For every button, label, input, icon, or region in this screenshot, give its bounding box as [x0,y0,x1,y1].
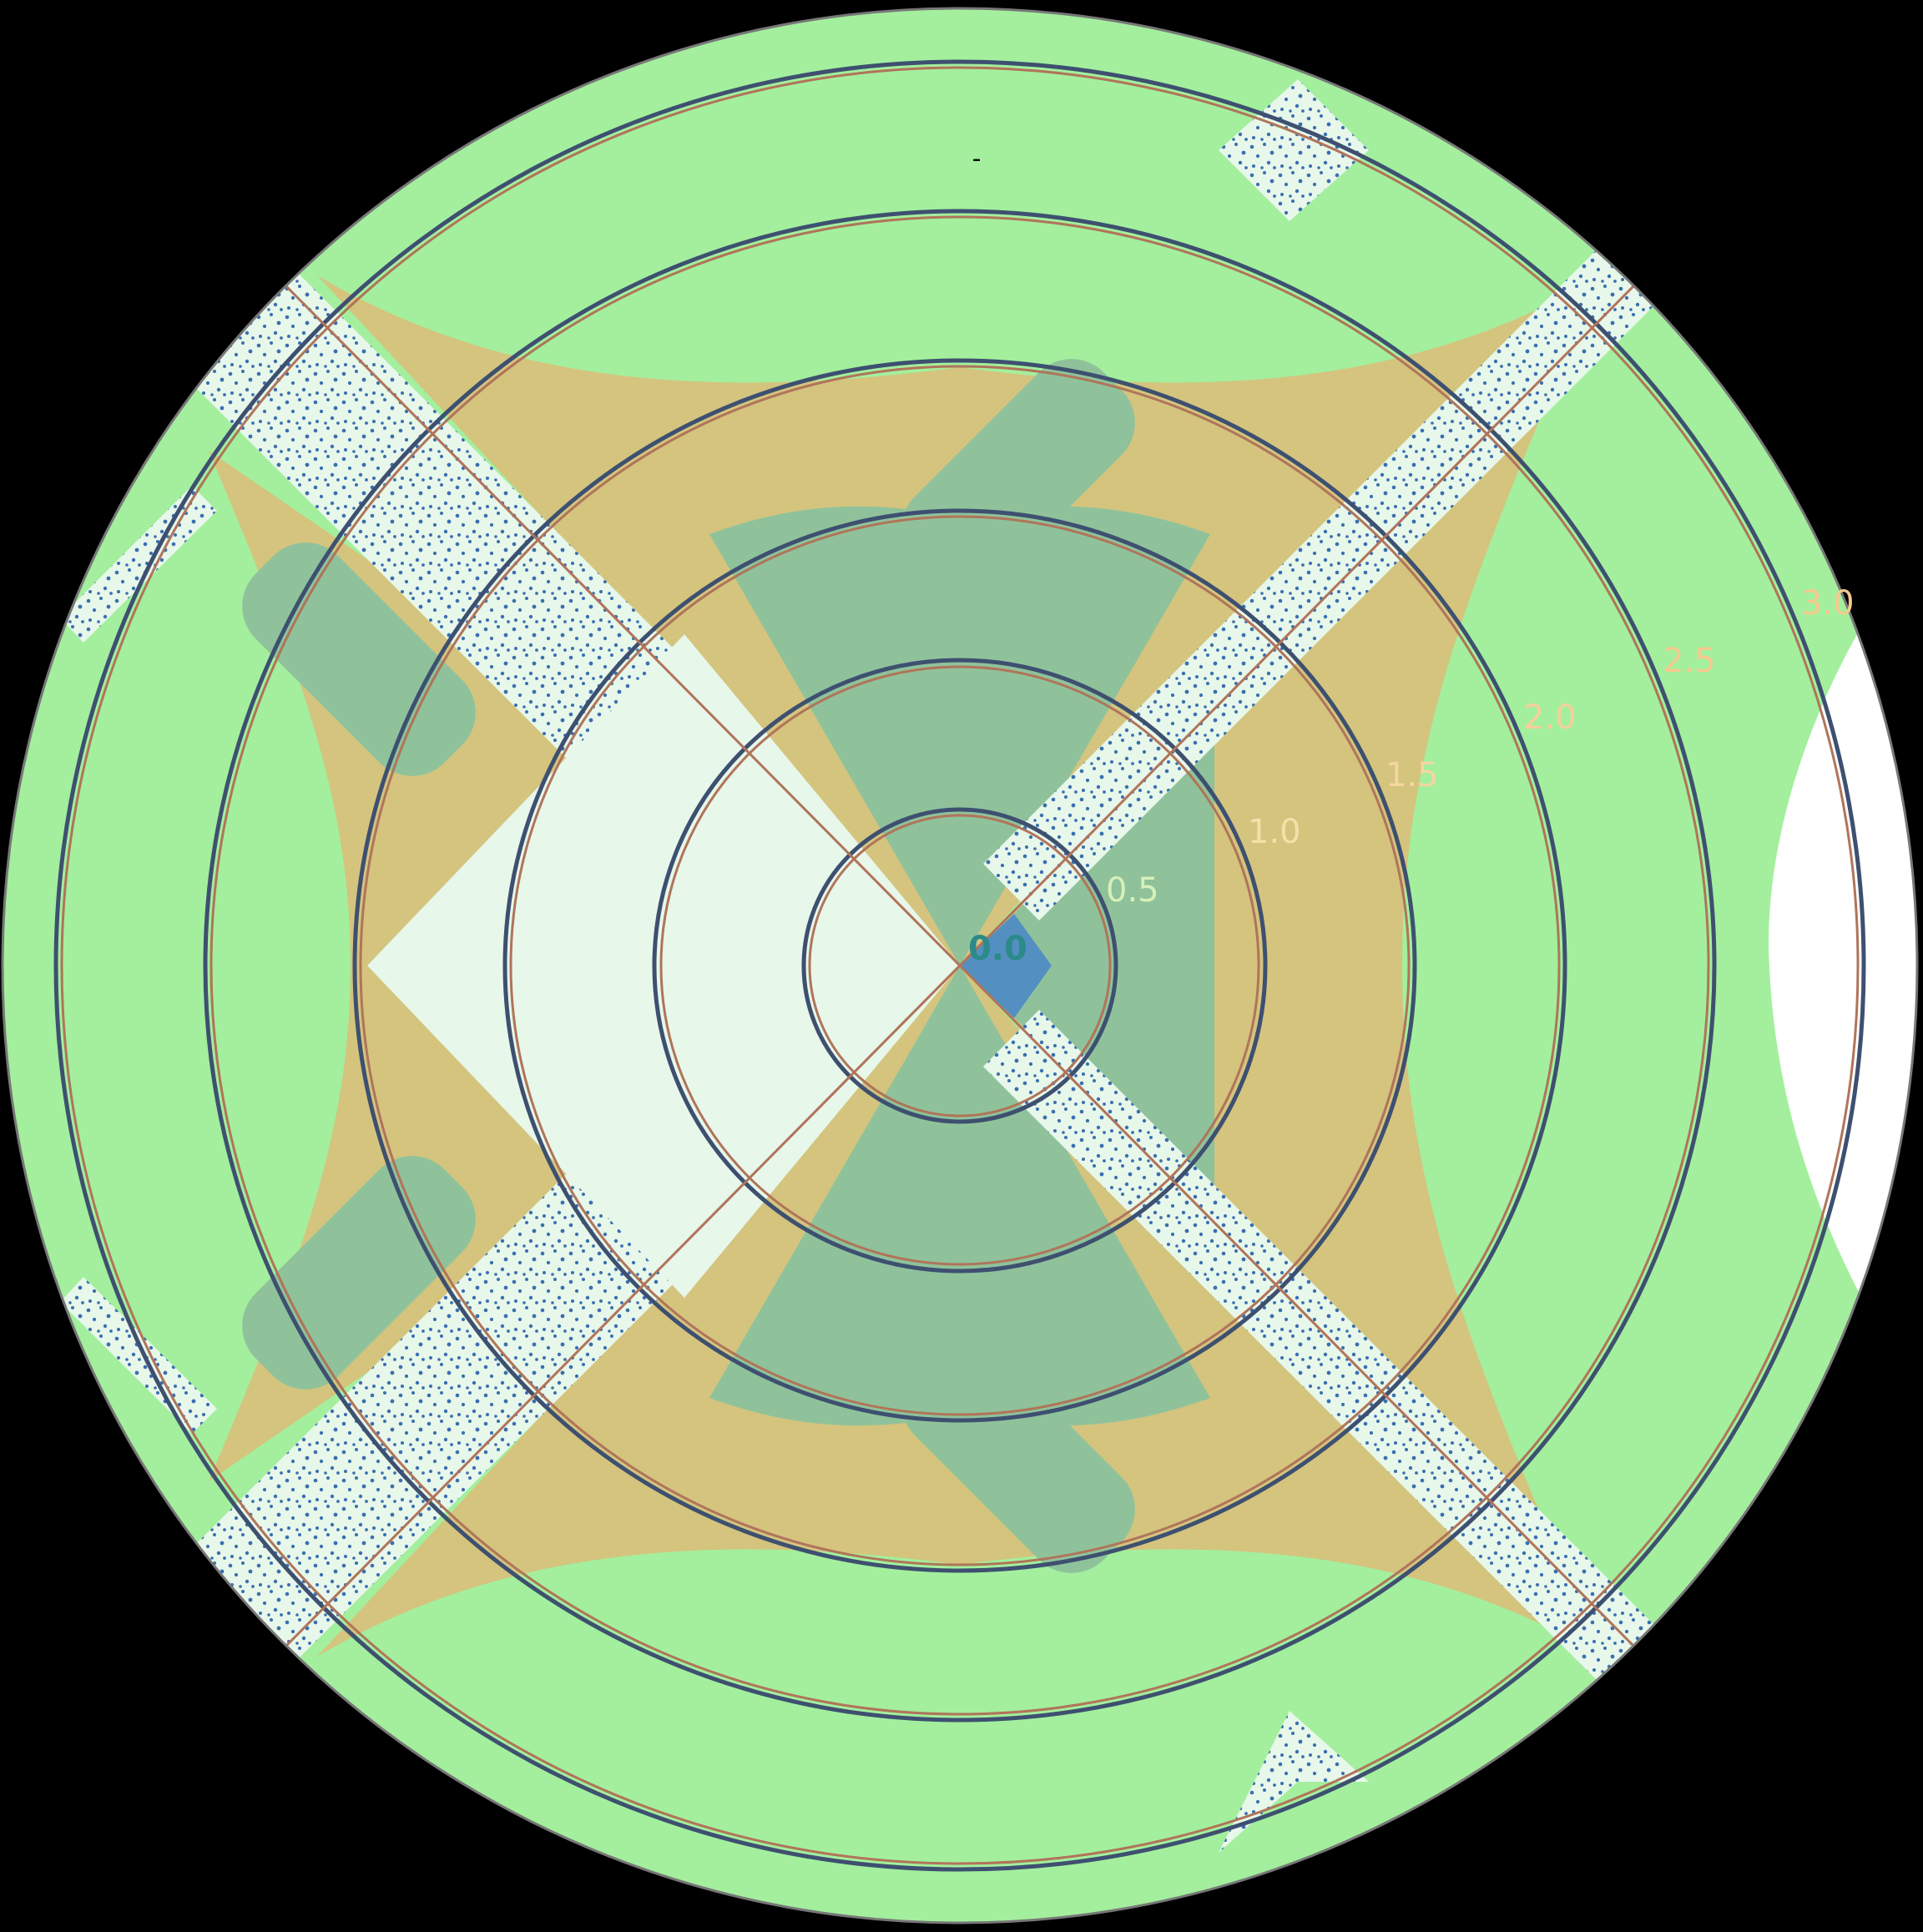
plot-title: - [972,144,982,174]
radial-label-2: 1.0 [1248,813,1301,851]
right-white-gap [1769,534,1917,1402]
radial-label-1: 0.5 [1106,871,1159,910]
central-diamond [367,634,960,1298]
radial-label-4: 2.0 [1523,699,1577,737]
brown-diagonals [282,282,1638,1650]
central-diamond-right [960,914,1052,1018]
disc-border [1,7,1919,1924]
radial-label-0: 0.0 [968,930,1027,968]
radial-labels: 0.0 0.5 1.0 1.5 2.0 2.5 3.0 [968,584,1855,968]
dark-rings [53,59,1866,1872]
radial-label-3: 1.5 [1385,756,1439,794]
sage-regions [242,359,1214,1573]
radial-label-6: 3.0 [1801,584,1855,623]
brown-rings [60,66,1860,1865]
radial-label-5: 2.5 [1663,642,1716,680]
